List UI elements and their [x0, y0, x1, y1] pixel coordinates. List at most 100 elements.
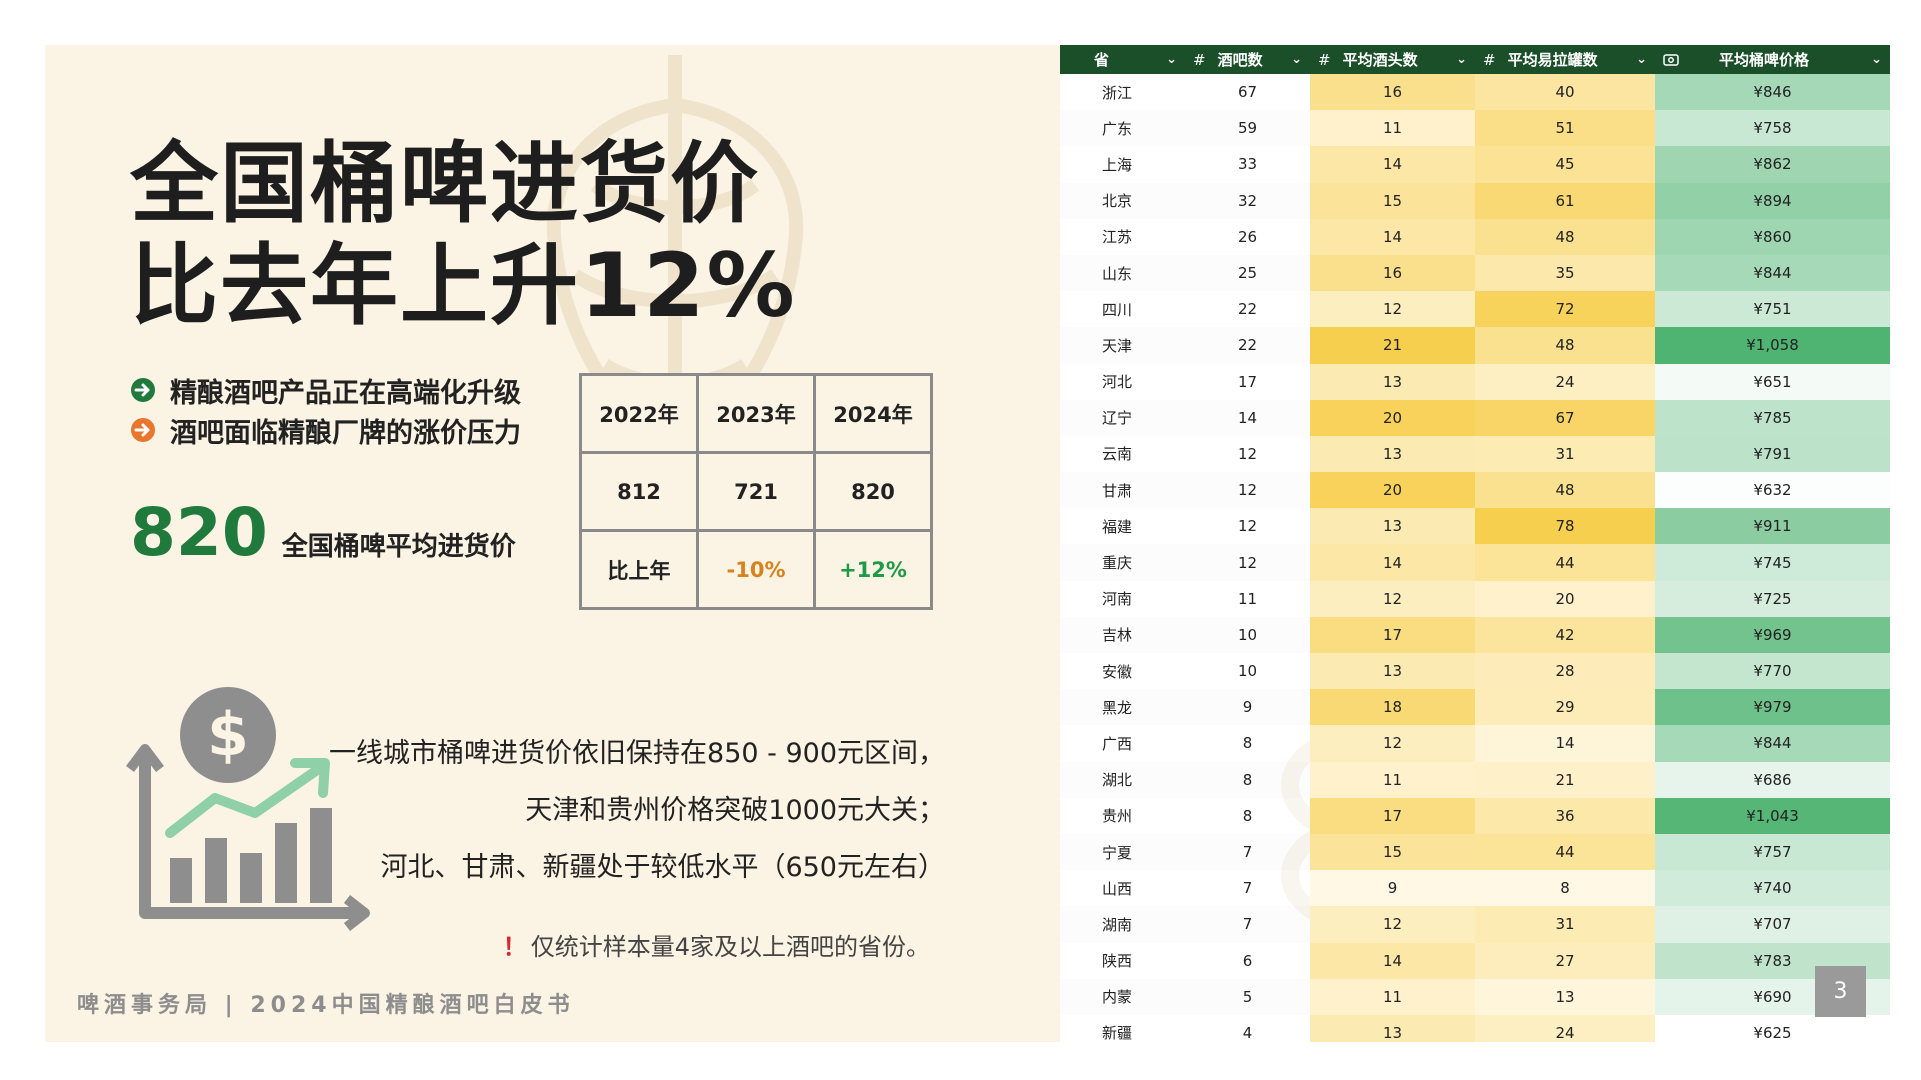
money-icon — [1663, 53, 1679, 66]
bullet-item: 精酿酒吧产品正在高端化升级 — [130, 370, 521, 410]
bullet-text: 精酿酒吧产品正在高端化升级 — [170, 377, 521, 409]
province-cell: 山东 — [1060, 254, 1185, 292]
table-row: 河南 11 12 20 ¥725 — [1060, 580, 1890, 617]
table-row: 新疆 4 13 24 ¥625 — [1060, 1014, 1890, 1042]
column-header-label: 平均易拉罐数 — [1507, 51, 1598, 69]
value-cell: 26 — [1185, 218, 1310, 255]
value-cell: 11 — [1310, 761, 1475, 798]
value-cell: 18 — [1310, 689, 1475, 726]
year-value: 812 — [579, 451, 699, 532]
column-header-label: 平均桶啤价格 — [1719, 51, 1810, 69]
value-cell: ¥740 — [1655, 870, 1890, 907]
value-cell: 12 — [1310, 725, 1475, 762]
value-cell: 10 — [1185, 616, 1310, 653]
table-row: 山西 7 9 8 ¥740 — [1060, 870, 1890, 907]
change-value: -10% — [696, 529, 816, 610]
value-cell: ¥860 — [1655, 218, 1890, 255]
province-cell: 安徽 — [1060, 653, 1185, 690]
chevron-down-icon[interactable]: ⌄ — [1636, 52, 1647, 67]
value-cell: 14 — [1310, 146, 1475, 183]
province-cell: 黑龙 — [1060, 689, 1185, 726]
province-cell: 湖北 — [1060, 761, 1185, 798]
value-cell: 36 — [1475, 797, 1655, 834]
table-row: 河北 17 13 24 ¥651 — [1060, 363, 1890, 400]
table-row: 广西 8 12 14 ¥844 — [1060, 725, 1890, 762]
value-cell: ¥894 — [1655, 182, 1890, 219]
province-cell: 辽宁 — [1060, 399, 1185, 436]
description-text: 一线城市桶啤进货价依旧保持在850 - 900元区间， 天津和贵州价格突破100… — [329, 725, 945, 896]
chevron-down-icon[interactable]: ⌄ — [1166, 52, 1177, 67]
value-cell: ¥844 — [1655, 254, 1890, 292]
value-cell: ¥770 — [1655, 653, 1890, 690]
value-cell: 44 — [1475, 544, 1655, 581]
value-cell: 48 — [1475, 327, 1655, 364]
value-cell: 11 — [1310, 978, 1475, 1015]
value-cell: ¥969 — [1655, 616, 1890, 653]
value-cell: ¥1,043 — [1655, 797, 1890, 834]
value-cell: 78 — [1475, 508, 1655, 545]
bullet-list: 精酿酒吧产品正在高端化升级 酒吧面临精酿厂牌的涨价压力 — [130, 370, 521, 450]
exclamation-icon: ！ — [502, 933, 527, 961]
value-cell: 12 — [1185, 544, 1310, 581]
column-header-label: 酒吧数 — [1217, 51, 1263, 69]
value-cell: 40 — [1475, 74, 1655, 111]
chevron-down-icon[interactable]: ⌄ — [1456, 52, 1467, 67]
column-header[interactable]: 省 ⌄ — [1060, 45, 1185, 74]
table-row: 湖南 7 12 31 ¥707 — [1060, 906, 1890, 943]
value-cell: 12 — [1310, 906, 1475, 943]
column-header[interactable]: # 平均酒头数 ⌄ — [1310, 45, 1475, 74]
table-row: 福建 12 13 78 ¥911 — [1060, 508, 1890, 545]
value-cell: 7 — [1185, 870, 1310, 907]
province-cell: 河北 — [1060, 363, 1185, 400]
chevron-down-icon[interactable]: ⌄ — [1871, 52, 1882, 67]
value-cell: 51 — [1475, 110, 1655, 147]
value-cell: 11 — [1185, 580, 1310, 617]
arrow-right-circle-icon — [131, 378, 155, 402]
description-line: 河北、甘肃、新疆处于较低水平（650元左右） — [380, 852, 945, 883]
province-cell: 广东 — [1060, 110, 1185, 147]
province-cell: 天津 — [1060, 327, 1185, 364]
title-line-1: 全国桶啤进货价 — [130, 132, 761, 235]
value-cell: 13 — [1310, 363, 1475, 400]
value-cell: 17 — [1185, 363, 1310, 400]
column-header[interactable]: # 平均易拉罐数 ⌄ — [1475, 45, 1655, 74]
value-cell: 6 — [1185, 942, 1310, 979]
dollar-growth-chart-icon: $ — [126, 687, 370, 931]
province-cell: 浙江 — [1060, 74, 1185, 111]
value-cell: 27 — [1475, 942, 1655, 979]
value-cell: 25 — [1185, 254, 1310, 292]
value-cell: 14 — [1310, 942, 1475, 979]
province-cell: 广西 — [1060, 725, 1185, 762]
value-cell: 9 — [1310, 870, 1475, 907]
arrow-right-circle-icon — [131, 418, 155, 442]
value-cell: ¥862 — [1655, 146, 1890, 183]
value-cell: ¥757 — [1655, 833, 1890, 871]
chevron-down-icon[interactable]: ⌄ — [1291, 52, 1302, 67]
average-price-stat: 820 全国桶啤平均进货价 — [130, 500, 516, 566]
value-cell: 15 — [1310, 182, 1475, 219]
table-row: 2022年 2023年 2024年 — [579, 373, 933, 454]
column-header[interactable]: # 酒吧数 ⌄ — [1185, 45, 1310, 74]
value-cell: ¥651 — [1655, 363, 1890, 400]
year-header: 2024年 — [813, 373, 933, 454]
table-row: 江苏 26 14 48 ¥860 — [1060, 218, 1890, 255]
bullet-text: 酒吧面临精酿厂牌的涨价压力 — [170, 417, 521, 449]
title-line-2: 比去年上升12% — [130, 234, 797, 337]
value-cell: ¥911 — [1655, 508, 1890, 545]
value-cell: ¥758 — [1655, 110, 1890, 147]
value-cell: ¥846 — [1655, 74, 1890, 111]
value-cell: 67 — [1475, 399, 1655, 436]
value-cell: 14 — [1475, 725, 1655, 762]
table-row: 安徽 10 13 28 ¥770 — [1060, 653, 1890, 690]
column-header-label: 省 — [1094, 51, 1110, 69]
column-header[interactable]: 平均桶啤价格 ⌄ — [1655, 45, 1890, 74]
value-cell: ¥979 — [1655, 689, 1890, 726]
value-cell: 24 — [1475, 363, 1655, 400]
value-cell: 21 — [1310, 327, 1475, 364]
table-row: 陕西 6 14 27 ¥783 — [1060, 942, 1890, 979]
stat-label: 全国桶啤平均进货价 — [281, 532, 516, 562]
value-cell: 13 — [1310, 1014, 1475, 1042]
value-cell: 20 — [1310, 472, 1475, 509]
value-cell: 5 — [1185, 978, 1310, 1015]
value-cell: 8 — [1185, 761, 1310, 798]
